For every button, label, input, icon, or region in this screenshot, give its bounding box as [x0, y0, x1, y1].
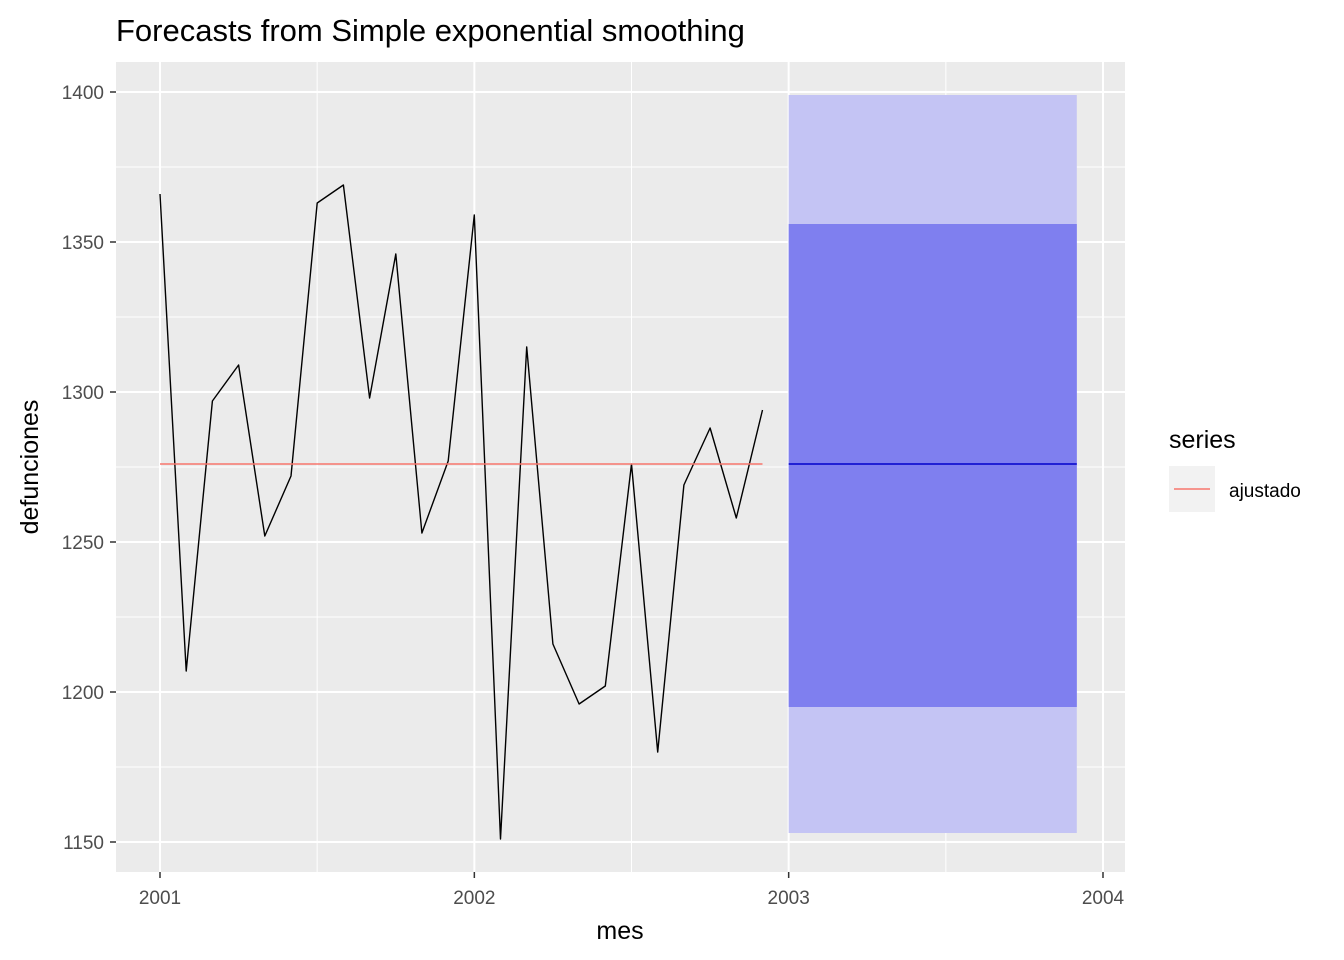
legend: series ajustado [1169, 426, 1301, 512]
legend-title: series [1169, 426, 1236, 454]
y-tick-label-1300: 1300 [62, 383, 104, 404]
y-tick-label-1150: 1150 [63, 833, 104, 854]
x-axis-title: mes [596, 917, 643, 945]
y-tick-label-1200: 1200 [62, 683, 104, 704]
x-tick-label-2004: 2004 [1082, 888, 1125, 909]
observed-series-line [159, 184, 764, 840]
forecast-band-80 [788, 224, 1077, 707]
y-tick-label-1350: 1350 [62, 233, 104, 254]
y-axis-title: defunciones [16, 400, 44, 535]
y-axis: 1150 1200 1250 1300 1350 1400 [62, 83, 116, 854]
legend-label-ajustado: ajustado [1229, 481, 1301, 502]
x-tick-label-2001: 2001 [139, 888, 181, 909]
x-axis: 2001 2002 2003 2004 [139, 872, 1125, 909]
y-tick-label-1250: 1250 [62, 533, 104, 554]
chart-title: Forecasts from Simple exponential smooth… [116, 13, 745, 48]
y-tick-label-1400: 1400 [62, 83, 104, 104]
x-tick-label-2003: 2003 [768, 888, 810, 909]
series-layer [159, 184, 764, 840]
x-tick-label-2002: 2002 [453, 888, 495, 909]
forecast-layer [788, 95, 1077, 833]
